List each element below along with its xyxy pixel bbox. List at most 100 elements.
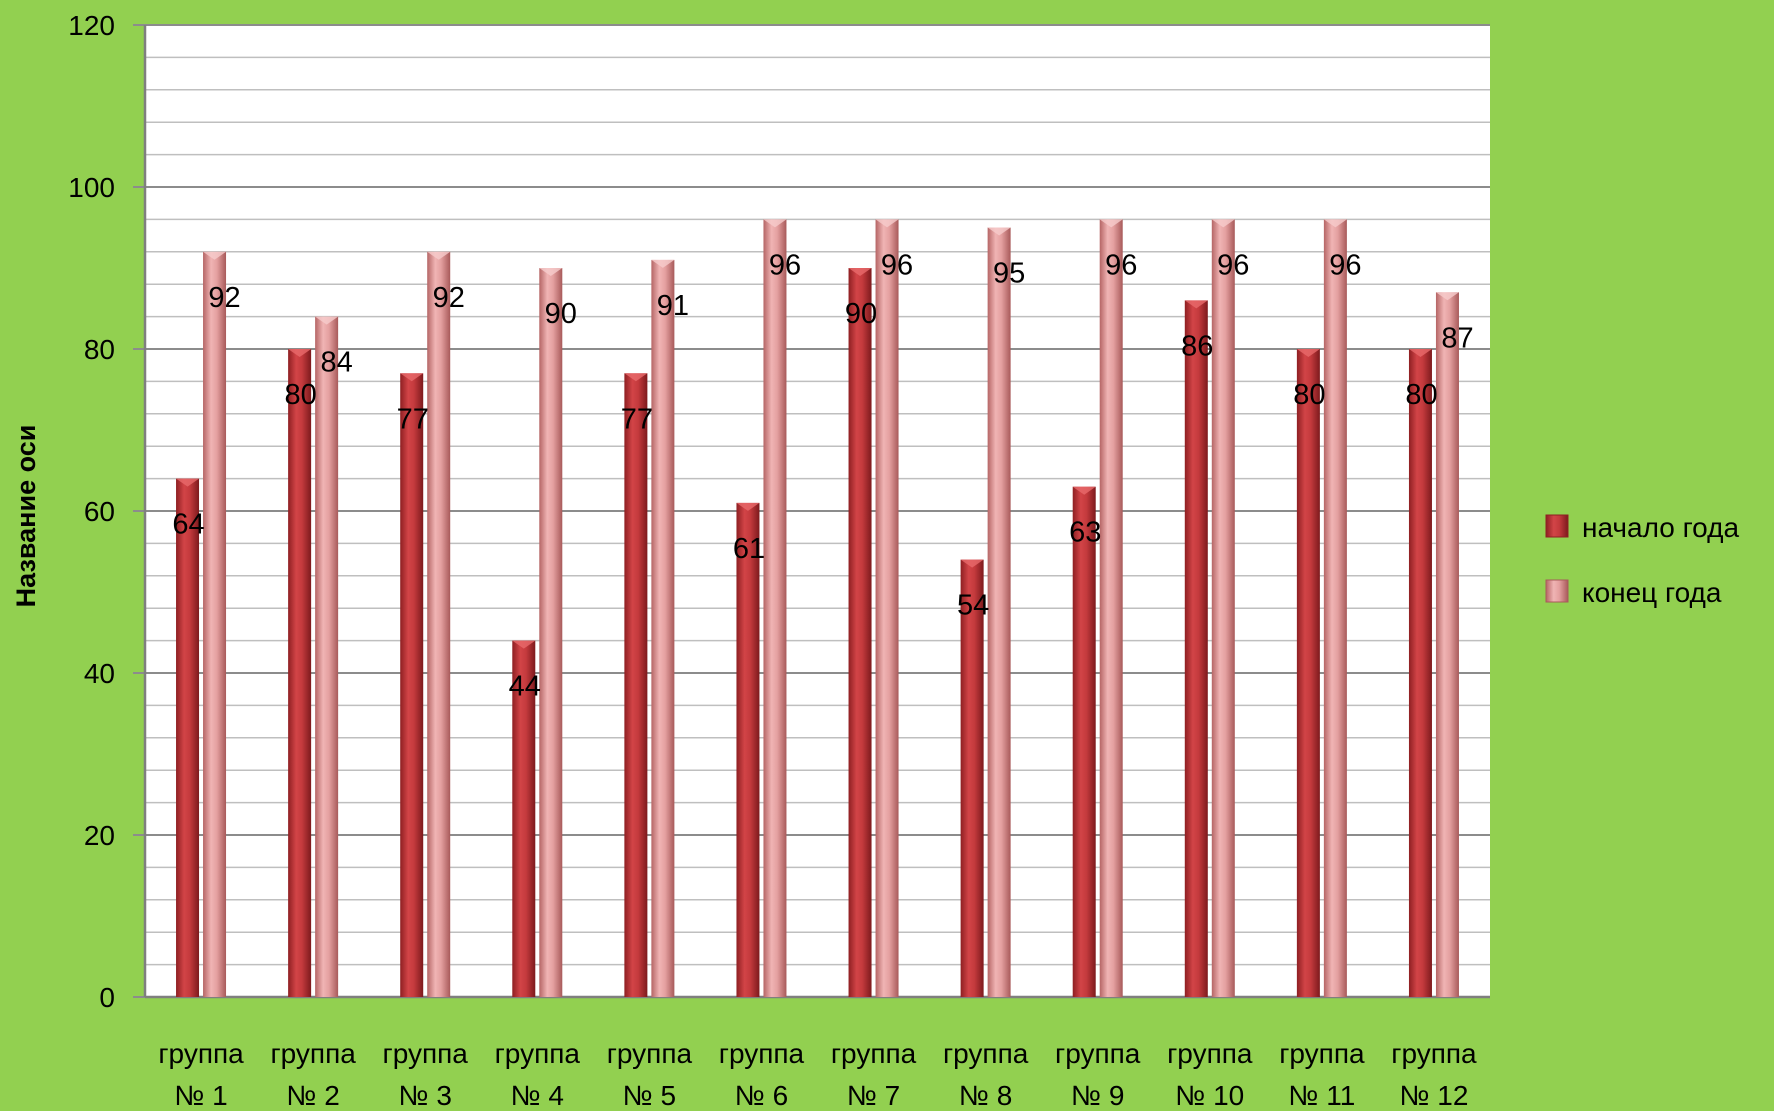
bar-start-6 [736,502,760,997]
bar-cap [1408,349,1432,357]
bar-end-1 [203,251,227,998]
bar-start-3 [400,373,424,997]
bar-start-2 [288,349,312,997]
bar-start-8 [960,559,984,997]
bar-cap [1323,219,1347,228]
legend-swatch-start [1545,514,1569,538]
data-label-start-7: 90 [845,298,877,330]
legend-label-end: конец года [1582,577,1722,608]
category-label-line2: № 8 [959,1080,1012,1111]
category-label-line2: № 5 [623,1080,676,1111]
category-label-line2: № 2 [286,1080,339,1111]
bar-end-8 [987,227,1011,997]
data-label-start-4: 44 [509,671,541,703]
bar-end-4 [539,268,563,997]
bar-start-1 [176,478,200,998]
bar-cap [1072,486,1096,495]
bar-cap [987,227,1011,236]
category-label-line2: № 6 [735,1080,788,1111]
bar-end-5 [651,259,675,997]
legend-label-start: начало года [1582,512,1739,543]
category-label-line1: группа [495,1038,581,1069]
bar-cap [1211,219,1235,228]
data-label-start-11: 80 [1293,379,1325,411]
bar-cap [1435,292,1459,301]
data-label-end-8: 95 [993,258,1025,290]
data-label-end-6: 96 [769,249,801,281]
data-label-end-7: 96 [881,249,913,281]
bar-start-11 [1296,349,1320,997]
data-label-start-8: 54 [957,590,989,622]
legend-swatch-end [1545,579,1569,603]
y-tick-label: 20 [84,820,115,851]
bar-end-6 [763,219,787,997]
category-label-line1: группа [158,1038,244,1069]
category-label-line2: № 7 [847,1080,900,1111]
bar-end-9 [1099,219,1123,997]
y-tick-label: 40 [84,658,115,689]
data-label-end-3: 92 [433,282,465,314]
category-label-line2: № 4 [511,1080,564,1111]
category-label-line2: № 1 [174,1080,227,1111]
bar-cap [624,373,648,382]
y-tick-label: 0 [99,982,115,1013]
bar-end-11 [1323,219,1347,997]
bar-cap [315,316,339,325]
bar-cap [1099,219,1123,228]
bar-cap [763,219,787,228]
data-label-start-3: 77 [397,403,429,435]
bar-cap [848,268,872,276]
data-label-end-12: 87 [1441,322,1473,354]
bar-cap [875,219,899,228]
data-label-start-12: 80 [1405,379,1437,411]
bar-cap [651,259,675,268]
data-label-end-11: 96 [1329,249,1361,281]
bar-start-12 [1408,349,1432,997]
category-label-line1: группа [1391,1038,1477,1069]
data-label-start-1: 64 [172,509,204,541]
bar-start-5 [624,373,648,997]
bar-end-10 [1211,219,1235,997]
bar-cap [427,251,451,260]
bar-end-7 [875,219,899,997]
data-label-end-4: 90 [545,298,577,330]
bar-start-10 [1184,300,1208,997]
category-label-line1: группа [1279,1038,1365,1069]
data-label-end-5: 91 [657,290,689,322]
bar-cap [203,251,227,260]
data-label-start-5: 77 [621,403,653,435]
bar-cap [400,373,424,382]
bar-cap [176,478,200,487]
bar-cap [960,559,984,568]
y-axis-title: Название оси [11,425,41,608]
category-label-line1: группа [607,1038,693,1069]
y-tick-label: 80 [84,334,115,365]
category-label-line1: группа [1055,1038,1141,1069]
bar-cap [736,502,760,511]
category-label-line1: группа [383,1038,469,1069]
bar-cap [1296,349,1320,357]
y-tick-label: 60 [84,496,115,527]
category-label-line1: группа [943,1038,1029,1069]
bar-start-9 [1072,486,1096,997]
category-label-line1: группа [270,1038,356,1069]
data-label-end-10: 96 [1217,249,1249,281]
data-label-start-10: 86 [1181,330,1213,362]
category-label-line2: № 10 [1175,1080,1244,1111]
y-tick-label: 120 [68,10,115,41]
data-label-end-1: 92 [208,282,240,314]
y-tick-label: 100 [68,172,115,203]
bar-end-3 [427,251,451,998]
bar-cap [539,268,563,276]
category-label-line1: группа [831,1038,917,1069]
bar-cap [1184,300,1208,309]
category-label-line2: № 12 [1399,1080,1468,1111]
data-label-start-2: 80 [284,379,316,411]
bar-end-12 [1435,292,1459,997]
bar-end-2 [315,316,339,998]
data-label-start-6: 61 [733,533,765,565]
category-label-line2: № 9 [1071,1080,1124,1111]
data-label-start-9: 63 [1069,517,1101,549]
